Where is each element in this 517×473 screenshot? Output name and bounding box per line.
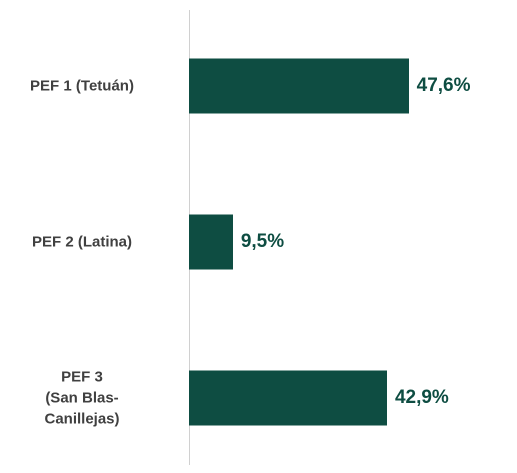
value-label: 47,6%: [416, 75, 471, 96]
value-label: 9,5%: [240, 231, 285, 252]
bar: [189, 214, 233, 270]
value-label: 42,9%: [394, 387, 449, 408]
bar: [189, 58, 409, 114]
category-label: PEF 2 (Latina): [31, 233, 132, 251]
category-label: PEF 3 (San Blas- Canillejas): [44, 368, 120, 428]
bar: [189, 370, 387, 426]
category-label: PEF 1 (Tetuán): [30, 77, 134, 95]
